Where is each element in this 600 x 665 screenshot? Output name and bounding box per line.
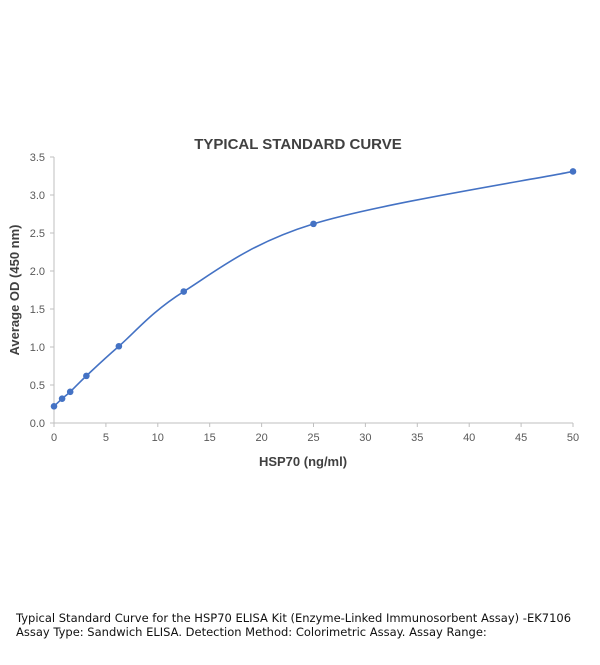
series-lines [53,170,574,407]
x-tick-label: 50 [567,432,579,444]
y-tick-label: 2.5 [30,228,45,240]
x-tick-label: 35 [411,432,423,444]
y-tick-label: 1.5 [30,304,45,316]
data-point [569,168,577,175]
series-line [53,170,574,407]
y-tick-label: 0.0 [30,418,45,430]
y-tick-label: 3.5 [30,152,45,164]
y-tick-labels: 0.0 0.5 1.0 1.5 2.0 2.5 3.0 3.5 [30,152,45,430]
x-tick-label: 30 [359,432,371,444]
data-points [50,168,577,410]
x-tick-label: 25 [307,432,319,444]
standard-curve-chart: TYPICAL STANDARD CURVE 0 5 10 15 20 25 30 35 40 4… [7,136,579,469]
x-tick-label: 15 [204,432,216,444]
data-point [310,220,317,228]
data-point [115,342,123,350]
figure-caption: Typical Standard Curve for the HSP70 ELI… [16,611,572,639]
y-tick-label: 1.0 [30,342,45,354]
x-tick-label: 5 [103,432,109,444]
x-tick-labels: 0 5 10 15 20 25 30 35 40 45 50 [51,432,579,444]
x-tick-label: 40 [463,432,475,444]
chart-title: TYPICAL STANDARD CURVE [194,136,402,153]
y-tick-label: 3.0 [30,190,45,202]
x-tick-label: 20 [255,432,267,444]
data-point [50,402,58,410]
data-point [180,288,188,295]
chart-axes [50,156,574,427]
x-tick-label: 10 [152,432,164,444]
data-point [58,395,66,402]
y-axis-label: Average OD (450 nm) [7,224,22,355]
x-axis-label: HSP70 (ng/ml) [259,454,347,469]
y-tick-label: 2.0 [30,266,45,278]
data-point [83,372,90,380]
y-tick-label: 0.5 [30,380,45,392]
x-tick-label: 45 [515,432,527,444]
x-tick-label: 0 [51,432,57,444]
data-point [66,388,74,396]
